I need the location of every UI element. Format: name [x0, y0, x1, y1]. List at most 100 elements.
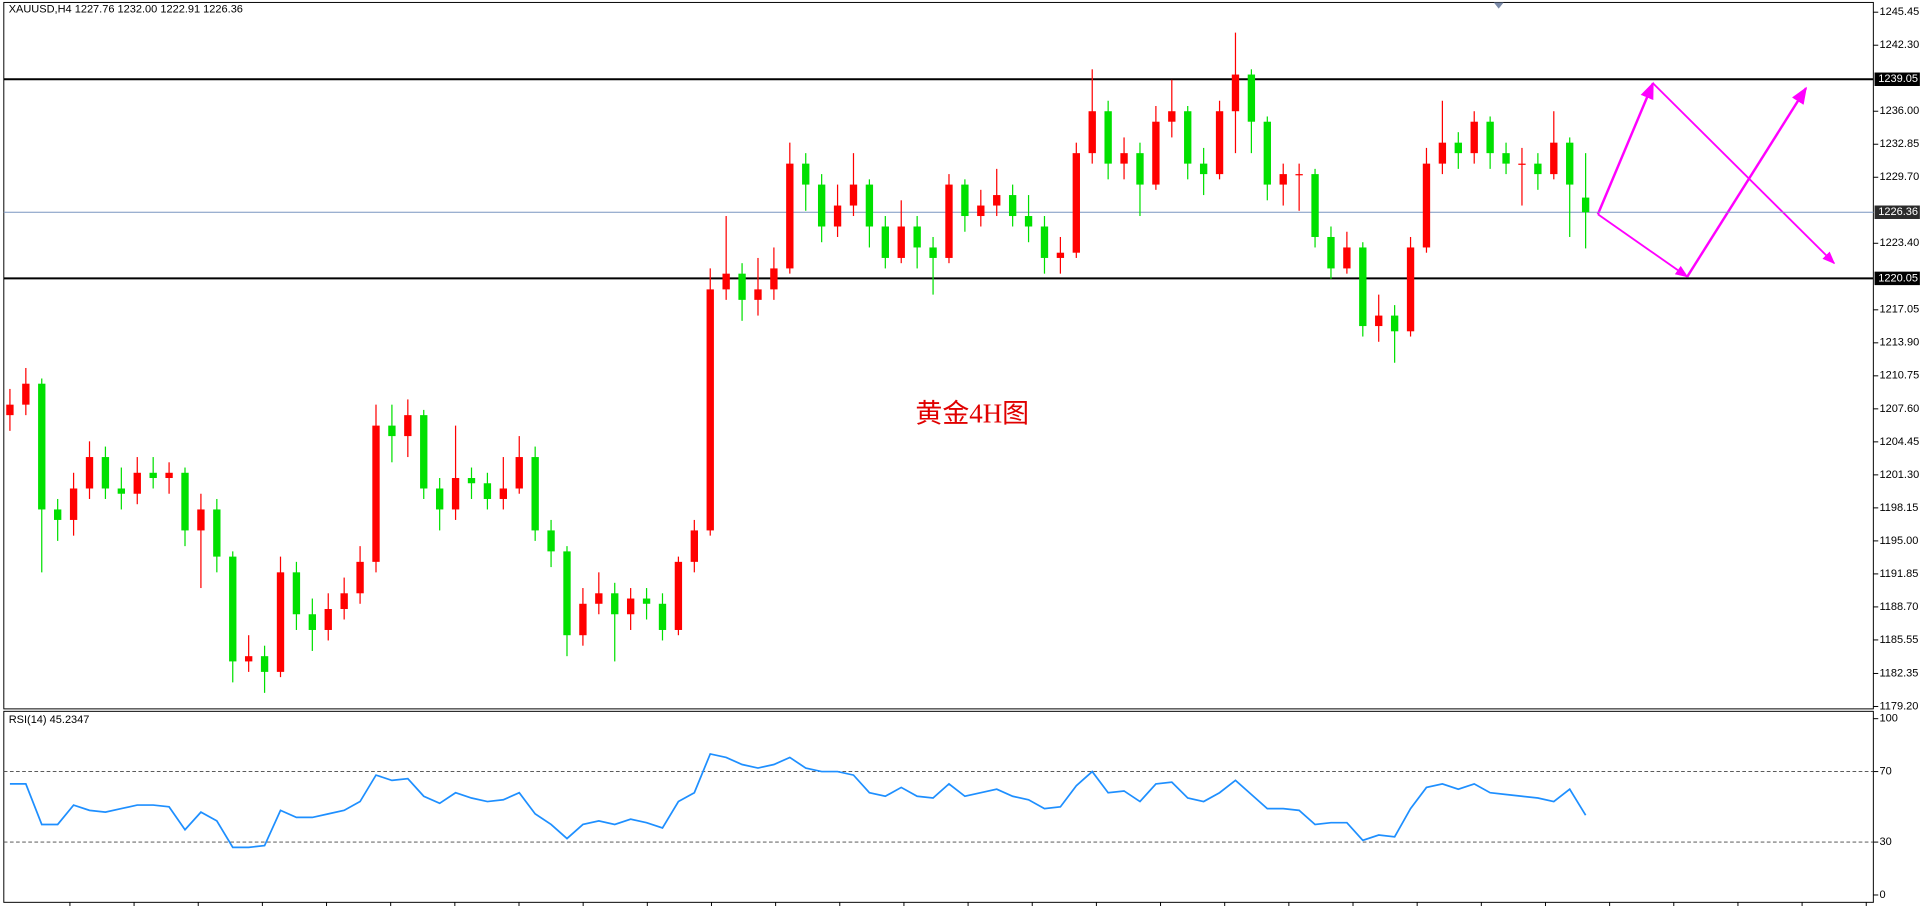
y-tick-label: 1229.70	[1879, 171, 1919, 183]
candle-body	[658, 603, 667, 630]
candle-body	[1279, 174, 1287, 185]
candle-body	[133, 472, 141, 494]
candle-body	[579, 603, 587, 636]
y-tick-label: 1213.90	[1879, 337, 1919, 349]
candle-body	[1375, 315, 1383, 327]
candle-body	[101, 457, 110, 489]
candle-body	[881, 226, 889, 258]
candle-body	[977, 205, 985, 217]
candle-body	[1390, 315, 1399, 332]
candle-body	[483, 483, 492, 499]
candle-body	[1056, 252, 1065, 258]
candle-body	[1295, 174, 1303, 176]
candle-body	[1247, 74, 1256, 122]
y-tick-label: 1185.55	[1879, 634, 1918, 646]
candle-body	[6, 404, 14, 416]
candle-body	[1199, 163, 1208, 175]
candle-body	[324, 609, 332, 630]
candle-body	[1470, 121, 1478, 154]
candle-body	[1215, 111, 1224, 175]
candle-body	[292, 572, 301, 615]
candle-body	[1263, 121, 1271, 185]
candle-body	[117, 488, 126, 494]
price-level-box	[1874, 72, 1920, 86]
candle-body	[1343, 247, 1351, 269]
candle-body	[595, 593, 603, 604]
candle-body	[1072, 153, 1080, 253]
candle-body	[1518, 163, 1526, 165]
candle-body	[611, 593, 619, 615]
candle-body	[1184, 111, 1192, 164]
candle-body	[802, 163, 810, 185]
candle-body	[961, 184, 969, 217]
candle-body	[244, 656, 253, 662]
rsi-line	[9, 752, 1587, 849]
y-tick-label: 1232.85	[1879, 138, 1919, 150]
y-tick-label: 1201.30	[1879, 469, 1919, 481]
candle-body	[181, 472, 189, 531]
candle-body	[929, 247, 937, 258]
candle-body	[1502, 153, 1510, 164]
price-level-label: 1220.05	[1878, 272, 1918, 284]
arrow	[1596, 81, 1655, 215]
candle-body	[69, 488, 78, 520]
y-tick-label: 1207.60	[1879, 403, 1919, 415]
candle-body	[1550, 142, 1558, 175]
candle-body	[372, 425, 380, 562]
shift-marker	[1493, 2, 1504, 9]
candle-body	[770, 268, 778, 290]
price-level-box	[1874, 205, 1920, 219]
candle-body	[674, 561, 683, 630]
candle-body	[722, 273, 730, 290]
candle-body	[1120, 153, 1128, 164]
candle-body	[865, 184, 874, 227]
candle-body	[85, 457, 94, 489]
candle-body	[404, 415, 412, 437]
y-tick-label: 1204.45	[1879, 436, 1919, 448]
candle-body	[849, 184, 858, 206]
candle-body	[420, 415, 428, 489]
candle-body	[213, 509, 221, 557]
y-tick-label: 1182.35	[1879, 667, 1918, 679]
candle-body	[913, 226, 921, 248]
arrow	[1652, 82, 1836, 265]
candle-body	[1104, 111, 1112, 164]
candle-body	[1534, 163, 1542, 175]
candle-body	[563, 551, 571, 636]
candle-body	[690, 530, 698, 562]
candle-body	[197, 509, 205, 531]
price-panel	[3, 1, 1874, 710]
candle-body	[1152, 121, 1160, 185]
candle-body	[260, 656, 269, 672]
candle-body	[993, 195, 1001, 206]
projection-arrows	[1596, 81, 1836, 278]
candle-body	[499, 488, 507, 499]
rsi-title: RSI(14) 45.2347	[9, 714, 90, 726]
candle-body	[1438, 142, 1447, 164]
candle-body	[706, 289, 714, 531]
annotation: 黄金4H图	[915, 398, 1029, 428]
candle-body	[1136, 153, 1144, 185]
candle-body	[515, 457, 523, 489]
candle-body	[547, 530, 555, 552]
candle-body	[467, 478, 476, 484]
candle-body	[435, 488, 444, 510]
candle-body	[1168, 111, 1176, 122]
price-level-label: 1226.36	[1878, 206, 1918, 218]
candle-body	[1008, 195, 1017, 217]
candle-body	[833, 205, 842, 227]
chart-title: XAUUSD,H4 1227.76 1232.00 1222.91 1226.3…	[9, 4, 243, 16]
candle-body	[817, 184, 826, 227]
y-tick-label: 1210.75	[1879, 370, 1919, 382]
candle-body	[1088, 111, 1096, 154]
candle-body	[388, 425, 396, 437]
arrow	[1597, 213, 1689, 278]
candle-body	[738, 273, 746, 300]
candle-body	[1040, 226, 1049, 258]
candle-body	[642, 598, 651, 604]
y-tick-label: 1217.05	[1879, 304, 1919, 316]
candle-body	[276, 572, 285, 672]
y-tick-label: 1191.85	[1879, 568, 1918, 580]
candle-body	[786, 163, 794, 269]
